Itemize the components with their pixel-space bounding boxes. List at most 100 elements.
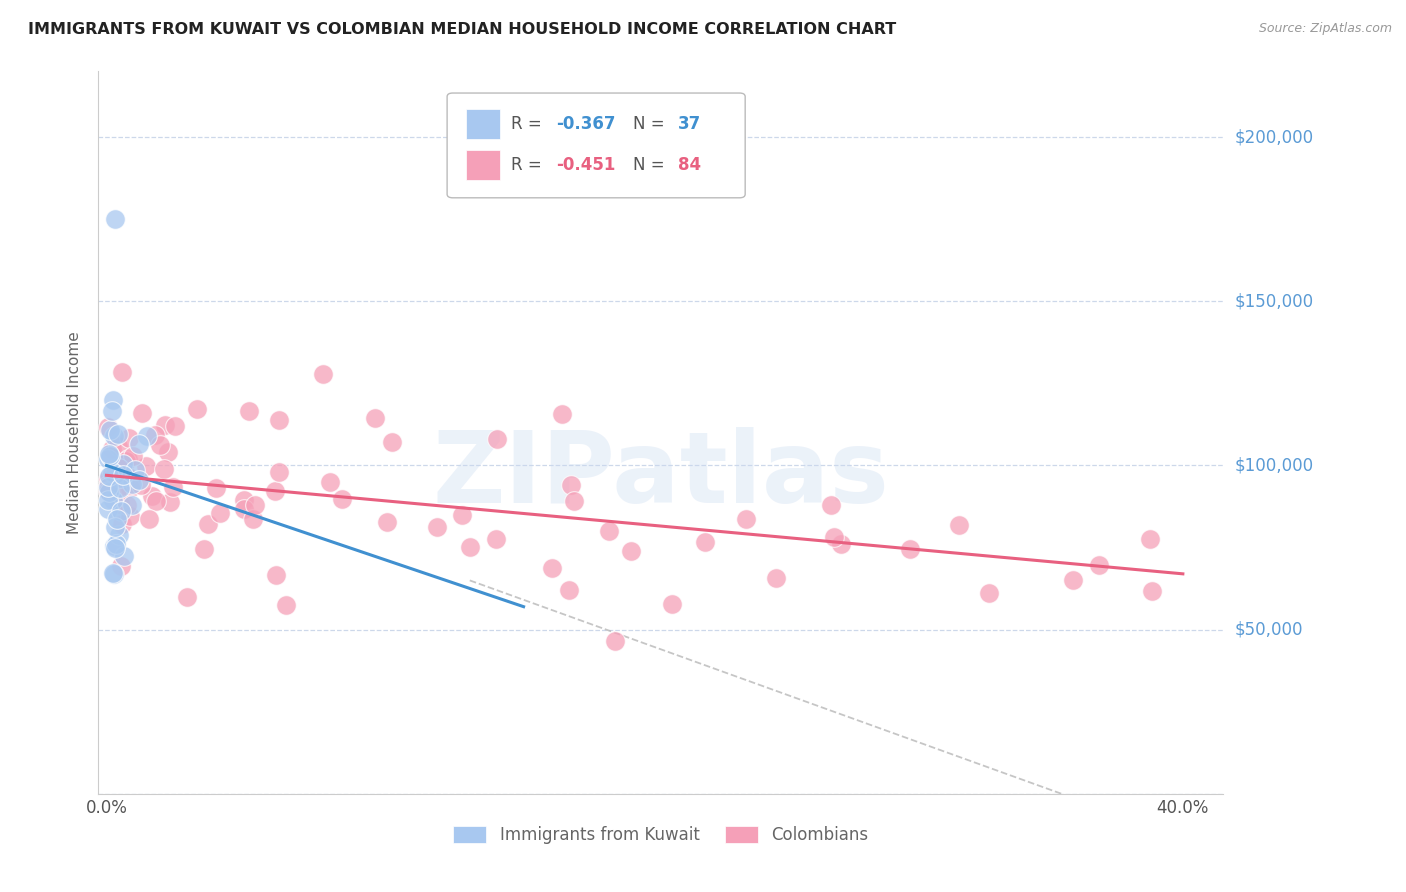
- Text: ZIPatlas: ZIPatlas: [433, 427, 889, 524]
- Point: [661, 597, 683, 611]
- Point: [364, 411, 387, 425]
- Point: [121, 476, 143, 491]
- Point: [274, 598, 297, 612]
- Point: [426, 520, 449, 534]
- Point: [135, 459, 157, 474]
- Point: [948, 518, 970, 533]
- Point: [603, 634, 626, 648]
- Text: $150,000: $150,000: [1234, 293, 1313, 310]
- Point: [143, 428, 166, 442]
- Point: [898, 541, 921, 556]
- Point: [120, 508, 142, 523]
- Point: [165, 419, 187, 434]
- Point: [107, 460, 129, 475]
- Point: [97, 502, 120, 516]
- Point: [103, 520, 125, 534]
- Point: [1139, 532, 1161, 546]
- Point: [124, 463, 146, 477]
- Point: [264, 568, 287, 582]
- Point: [242, 511, 264, 525]
- Bar: [467, 150, 501, 180]
- Point: [97, 480, 120, 494]
- Point: [560, 478, 582, 492]
- Text: 37: 37: [678, 115, 702, 133]
- Point: [551, 407, 574, 421]
- Point: [97, 420, 120, 434]
- Point: [312, 367, 335, 381]
- Legend: Immigrants from Kuwait, Colombians: Immigrants from Kuwait, Colombians: [447, 819, 875, 851]
- Point: [111, 467, 134, 482]
- Text: -0.367: -0.367: [557, 115, 616, 133]
- Point: [233, 493, 256, 508]
- Point: [103, 212, 125, 227]
- Point: [98, 448, 121, 462]
- Point: [101, 392, 124, 407]
- Point: [105, 536, 128, 550]
- Point: [128, 473, 150, 487]
- Point: [103, 566, 125, 580]
- Point: [820, 499, 842, 513]
- Point: [267, 413, 290, 427]
- Point: [193, 542, 215, 557]
- Point: [598, 524, 620, 538]
- Point: [176, 590, 198, 604]
- Point: [105, 512, 128, 526]
- Bar: [467, 109, 501, 139]
- Text: R =: R =: [512, 156, 547, 174]
- Point: [122, 449, 145, 463]
- Point: [458, 540, 481, 554]
- Point: [562, 494, 585, 508]
- Point: [111, 457, 134, 471]
- Point: [118, 431, 141, 445]
- Point: [558, 583, 581, 598]
- Text: -0.451: -0.451: [557, 156, 616, 174]
- Point: [117, 468, 139, 483]
- Y-axis label: Median Household Income: Median Household Income: [67, 331, 83, 534]
- Point: [97, 451, 120, 466]
- Point: [107, 527, 129, 541]
- Point: [115, 498, 138, 512]
- Point: [107, 439, 129, 453]
- Point: [238, 403, 260, 417]
- Point: [104, 541, 127, 556]
- Point: [110, 470, 132, 484]
- Point: [319, 475, 342, 489]
- Point: [98, 468, 121, 483]
- Point: [112, 470, 135, 484]
- Point: [1062, 573, 1084, 587]
- Point: [128, 436, 150, 450]
- Point: [98, 423, 121, 437]
- Point: [97, 478, 120, 492]
- Point: [450, 508, 472, 522]
- Point: [100, 466, 122, 480]
- Point: [110, 497, 132, 511]
- Point: [98, 450, 121, 464]
- FancyBboxPatch shape: [447, 93, 745, 198]
- Point: [375, 515, 398, 529]
- Point: [204, 481, 226, 495]
- Point: [110, 558, 132, 573]
- Point: [977, 585, 1000, 599]
- Point: [186, 402, 208, 417]
- Point: [332, 492, 354, 507]
- Text: $100,000: $100,000: [1234, 457, 1313, 475]
- Point: [153, 418, 176, 433]
- Point: [103, 429, 125, 443]
- Text: IMMIGRANTS FROM KUWAIT VS COLOMBIAN MEDIAN HOUSEHOLD INCOME CORRELATION CHART: IMMIGRANTS FROM KUWAIT VS COLOMBIAN MEDI…: [28, 22, 897, 37]
- Point: [159, 494, 181, 508]
- Point: [101, 442, 124, 456]
- Point: [98, 485, 121, 500]
- Point: [115, 454, 138, 468]
- Point: [267, 466, 290, 480]
- Point: [619, 544, 641, 558]
- Text: Source: ZipAtlas.com: Source: ZipAtlas.com: [1258, 22, 1392, 36]
- Point: [735, 512, 758, 526]
- Point: [245, 498, 267, 512]
- Point: [145, 493, 167, 508]
- Point: [120, 481, 142, 495]
- Point: [693, 535, 716, 549]
- Point: [111, 517, 134, 532]
- Point: [104, 467, 127, 481]
- Point: [131, 406, 153, 420]
- Point: [233, 502, 256, 516]
